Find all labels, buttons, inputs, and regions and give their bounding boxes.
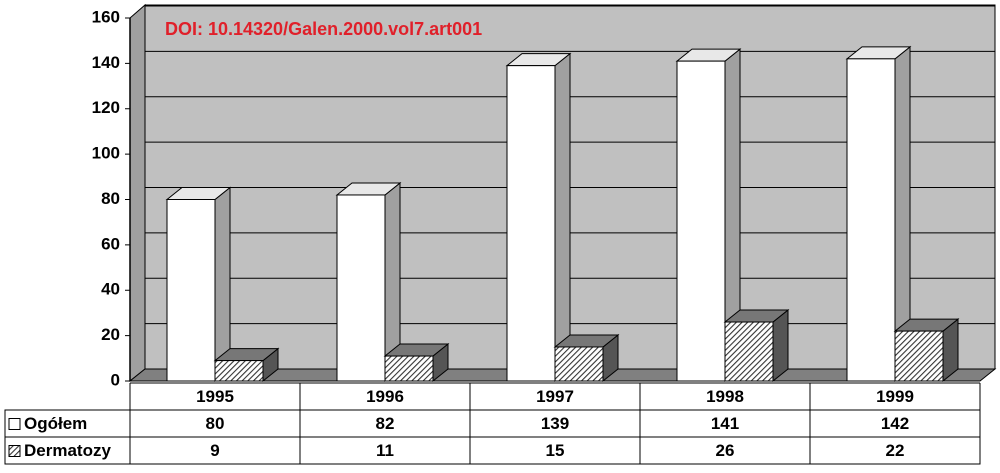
bar (894, 330, 944, 382)
bar (166, 199, 216, 382)
legend-label: Dermatozy (24, 441, 111, 460)
side-wall (129, 3, 146, 383)
x-tick-label: 1995 (196, 387, 234, 406)
table-value: 9 (210, 441, 219, 460)
bar (554, 346, 604, 382)
table-value: 26 (716, 441, 735, 460)
table-value: 139 (541, 414, 569, 433)
y-tick-label: 20 (101, 325, 120, 344)
table-value: 11 (376, 441, 394, 460)
legend-swatch (8, 418, 21, 430)
legend-swatch (8, 445, 21, 457)
y-tick-label: 40 (101, 280, 120, 299)
table-value: 15 (546, 441, 565, 460)
bar (676, 60, 726, 382)
bar (336, 194, 386, 382)
legend-label: Ogółem (24, 414, 87, 433)
y-tick-label: 160 (92, 7, 120, 26)
table-value: 141 (711, 414, 739, 433)
bar (384, 355, 434, 382)
table-value: 142 (881, 414, 909, 433)
bar-side (554, 52, 571, 383)
bar (846, 58, 896, 382)
x-tick-label: 1999 (876, 387, 914, 406)
table-value: 80 (206, 414, 225, 433)
y-tick-label: 60 (101, 234, 120, 253)
bar (214, 360, 264, 382)
x-tick-label: 1998 (706, 387, 744, 406)
bar (506, 65, 556, 382)
bar (724, 321, 774, 382)
table-value: 82 (376, 414, 395, 433)
y-tick-label: 120 (92, 98, 120, 117)
x-tick-label: 1997 (536, 387, 574, 406)
y-tick-label: 0 (111, 370, 120, 389)
y-tick-label: 80 (101, 189, 120, 208)
y-tick-label: 140 (92, 53, 120, 72)
x-tick-label: 1996 (366, 387, 404, 406)
y-tick-label: 100 (92, 144, 120, 163)
table-value: 22 (886, 441, 905, 460)
annotation: DOI: 10.14320/Galen.2000.vol7.art001 (165, 19, 482, 39)
